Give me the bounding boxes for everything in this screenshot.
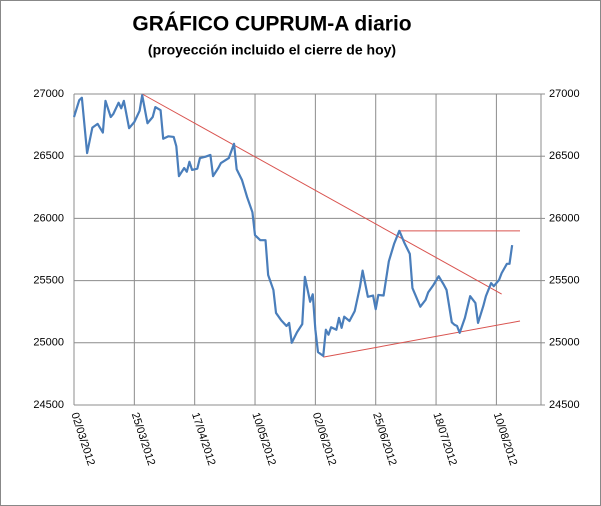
y-tick-label: 26500 xyxy=(33,150,64,162)
price-line xyxy=(72,94,514,357)
y2-tick-label: 26500 xyxy=(549,150,580,162)
y-tick-label: 27000 xyxy=(33,88,64,100)
y2-tick-label: 27000 xyxy=(549,88,580,100)
y2-tick-label: 25500 xyxy=(549,275,580,287)
trend-line xyxy=(323,320,521,358)
trend-line xyxy=(141,93,502,295)
y-tick-label: 24500 xyxy=(33,399,64,411)
y2-tick-label: 24500 xyxy=(549,399,580,411)
chart-subtitle: (proyección incluido el cierre de hoy) xyxy=(148,42,396,58)
y2-tick-label: 25000 xyxy=(549,337,580,349)
y-tick-label: 26000 xyxy=(33,212,64,224)
y-tick-label: 25500 xyxy=(33,275,64,287)
y2-tick-label: 26000 xyxy=(549,212,580,224)
chart-title: GRÁFICO CUPRUM-A diario xyxy=(132,13,411,36)
y-tick-label: 25000 xyxy=(33,337,64,349)
